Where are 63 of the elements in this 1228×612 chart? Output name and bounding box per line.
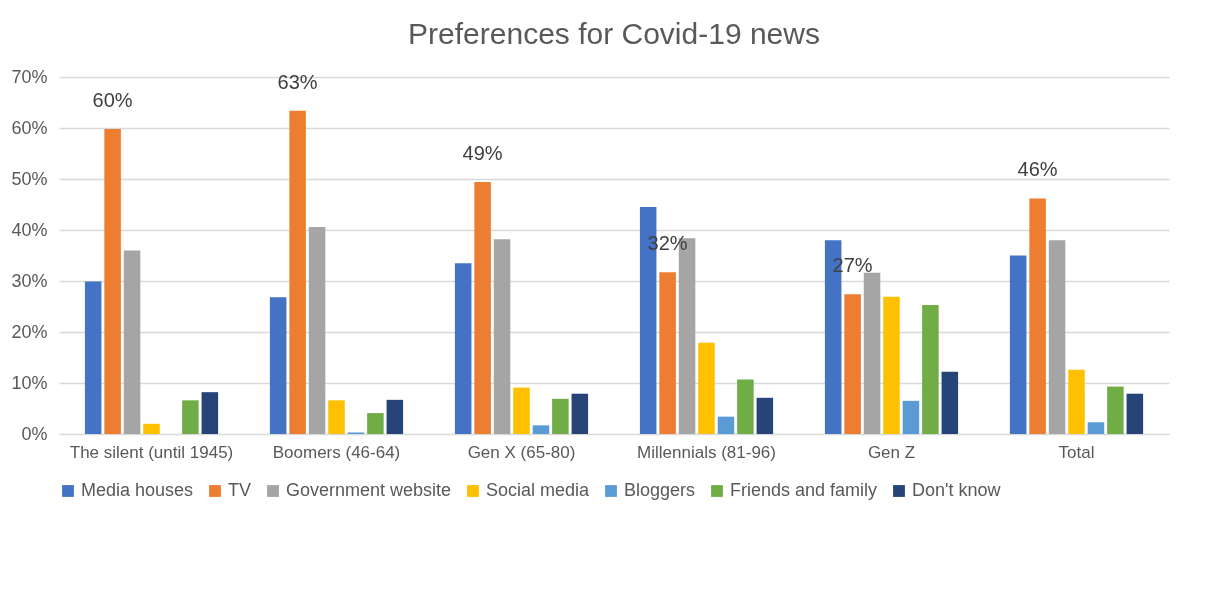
x-tick-label: Total <box>1058 442 1095 462</box>
bar <box>493 239 511 434</box>
bar <box>1087 422 1105 434</box>
bar <box>1048 240 1066 434</box>
bar <box>84 281 102 434</box>
x-tick-label: The silent (until 1945) <box>69 442 234 462</box>
chart-title: Preferences for Covid-19 news <box>408 17 820 50</box>
bar <box>922 304 939 434</box>
y-tick-label: 0% <box>21 423 48 444</box>
y-tick-label: 40% <box>11 219 48 240</box>
bar <box>737 379 754 434</box>
data-label: 60% <box>92 89 133 112</box>
legend-label: Bloggers <box>624 480 696 500</box>
bar <box>308 226 326 434</box>
bar <box>883 296 900 434</box>
y-tick-label: 50% <box>11 168 48 189</box>
data-label: 46% <box>1017 158 1058 181</box>
legend-label: TV <box>228 480 252 500</box>
legend-label: Social media <box>486 480 591 500</box>
bar <box>104 129 121 434</box>
y-tick-label: 10% <box>11 372 48 393</box>
bar <box>328 400 345 434</box>
legend-label: Media houses <box>81 480 194 500</box>
bar <box>863 272 881 434</box>
bar <box>182 400 199 434</box>
bar <box>474 182 491 434</box>
y-tick-label: 20% <box>11 321 48 342</box>
bar <box>1107 386 1124 434</box>
bar <box>717 416 735 434</box>
x-tick-label: Boomers (46-64) <box>272 442 401 462</box>
bar <box>1009 255 1027 434</box>
legend-label: Government website <box>286 480 452 500</box>
bar <box>386 399 404 434</box>
bar <box>454 263 472 434</box>
bar <box>123 250 141 434</box>
x-tick-label: Gen Z <box>867 442 916 462</box>
bar <box>513 387 530 434</box>
bar <box>289 110 306 434</box>
bar <box>532 425 550 434</box>
data-label: 49% <box>462 142 503 165</box>
legend-label: Friends and family <box>730 480 878 500</box>
bar <box>201 392 219 434</box>
y-tick-label: 70% <box>11 66 48 87</box>
bar <box>902 400 920 434</box>
bar <box>367 413 384 434</box>
x-tick-label: Millennials (81-96) <box>637 442 776 462</box>
legend-label: Don't know <box>912 480 1002 500</box>
x-tick-label: Gen X (65-80) <box>467 442 576 462</box>
bar <box>571 393 589 434</box>
bar <box>659 272 676 434</box>
bar <box>941 371 959 434</box>
data-label: 63% <box>277 70 318 93</box>
bar <box>844 294 861 434</box>
bar <box>1068 369 1085 434</box>
y-tick-label: 60% <box>11 117 48 138</box>
y-tick-label: 30% <box>11 270 48 291</box>
bar <box>698 342 715 434</box>
bar <box>1029 198 1046 434</box>
bar <box>756 397 774 434</box>
bar <box>552 398 569 434</box>
bar <box>143 423 160 434</box>
bar <box>269 297 287 434</box>
bar <box>1126 393 1144 434</box>
